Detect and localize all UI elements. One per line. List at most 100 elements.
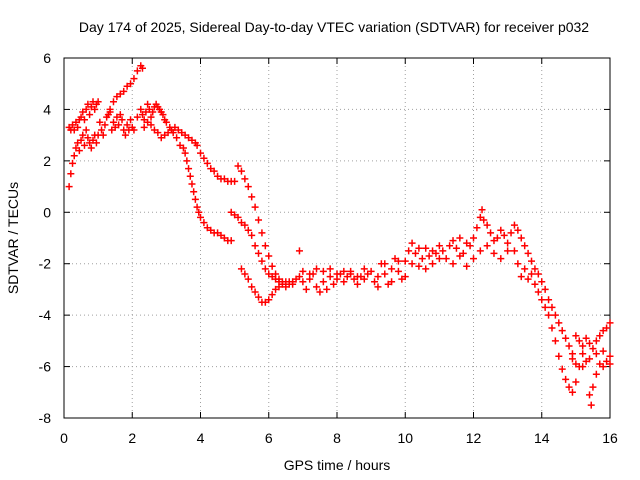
data-point xyxy=(353,280,361,288)
data-point xyxy=(120,87,128,95)
data-point xyxy=(568,388,576,396)
data-point xyxy=(483,221,491,229)
data-point xyxy=(319,267,327,275)
data-point xyxy=(558,365,566,373)
data-point xyxy=(572,360,580,368)
data-point xyxy=(534,288,542,296)
data-point xyxy=(127,80,135,88)
data-point xyxy=(411,249,419,257)
data-point xyxy=(401,273,409,281)
data-point xyxy=(92,139,100,147)
data-point xyxy=(133,67,141,75)
data-point xyxy=(476,247,484,255)
data-point xyxy=(323,285,331,293)
data-point xyxy=(82,105,90,113)
data-point xyxy=(545,296,553,304)
data-point xyxy=(478,206,486,214)
data-point xyxy=(248,231,256,239)
data-point xyxy=(541,285,549,293)
plot-frame xyxy=(63,57,611,419)
data-point xyxy=(115,121,123,129)
data-point xyxy=(429,247,437,255)
data-point xyxy=(388,265,396,273)
data-point xyxy=(374,283,382,291)
data-point xyxy=(429,260,437,268)
y-tick-label: -2 xyxy=(39,256,52,272)
data-point xyxy=(381,260,389,268)
data-point xyxy=(295,273,303,281)
data-point xyxy=(333,270,341,278)
data-point xyxy=(109,118,117,126)
data-point xyxy=(517,234,525,242)
x-tick-label: 16 xyxy=(602,430,618,446)
data-point xyxy=(241,270,249,278)
data-point xyxy=(514,260,522,268)
x-tick-label: 4 xyxy=(197,430,205,446)
data-point xyxy=(418,255,426,263)
x-tick-label: 0 xyxy=(60,430,68,446)
data-point xyxy=(330,280,338,288)
data-point xyxy=(483,242,491,250)
data-point xyxy=(510,221,518,229)
data-point xyxy=(367,267,375,275)
data-point xyxy=(130,75,138,83)
data-point xyxy=(562,334,570,342)
data-point xyxy=(133,113,141,121)
data-point xyxy=(313,283,321,291)
data-point xyxy=(197,149,204,157)
data-point xyxy=(575,337,583,345)
data-point xyxy=(244,275,252,283)
data-point xyxy=(75,147,83,155)
data-point xyxy=(565,383,573,391)
y-tick-label: -6 xyxy=(39,359,52,375)
y-tick-label: -4 xyxy=(39,307,52,323)
data-point xyxy=(127,116,135,124)
data-point xyxy=(185,165,193,173)
data-point xyxy=(435,242,443,250)
data-point xyxy=(82,126,90,134)
data-point xyxy=(555,319,563,327)
data-point xyxy=(149,108,157,116)
data-point xyxy=(140,123,148,131)
data-point xyxy=(587,401,595,409)
data-point xyxy=(565,342,573,350)
data-point xyxy=(555,352,563,360)
x-tick-label: 12 xyxy=(466,430,482,446)
data-point xyxy=(480,216,488,224)
data-point xyxy=(545,311,553,319)
y-tick-label: -8 xyxy=(39,410,52,426)
data-point xyxy=(173,134,181,142)
data-point xyxy=(435,255,443,263)
data-point xyxy=(302,285,310,293)
data-point xyxy=(261,242,269,250)
data-point xyxy=(162,118,170,126)
data-point xyxy=(521,242,529,250)
data-point xyxy=(80,141,88,149)
data-point xyxy=(268,262,276,270)
data-point xyxy=(371,278,379,286)
data-point xyxy=(572,332,580,340)
data-point xyxy=(203,159,211,167)
data-point xyxy=(579,363,587,371)
data-point xyxy=(70,152,78,160)
data-point xyxy=(599,347,607,355)
data-point xyxy=(275,278,283,286)
data-point xyxy=(592,337,600,345)
data-point xyxy=(67,170,75,178)
data-point xyxy=(251,288,259,296)
y-tick-label: 2 xyxy=(43,153,51,169)
data-point xyxy=(326,265,334,273)
data-point xyxy=(558,327,566,335)
data-point xyxy=(531,280,539,288)
data-point xyxy=(394,267,402,275)
data-point xyxy=(599,363,607,371)
data-point xyxy=(606,352,614,360)
data-point xyxy=(592,350,600,358)
data-point xyxy=(408,260,416,268)
data-point xyxy=(197,213,204,221)
data-point xyxy=(504,239,512,247)
data-point xyxy=(353,273,361,281)
axis-ticks xyxy=(63,57,611,419)
data-point xyxy=(408,239,416,247)
